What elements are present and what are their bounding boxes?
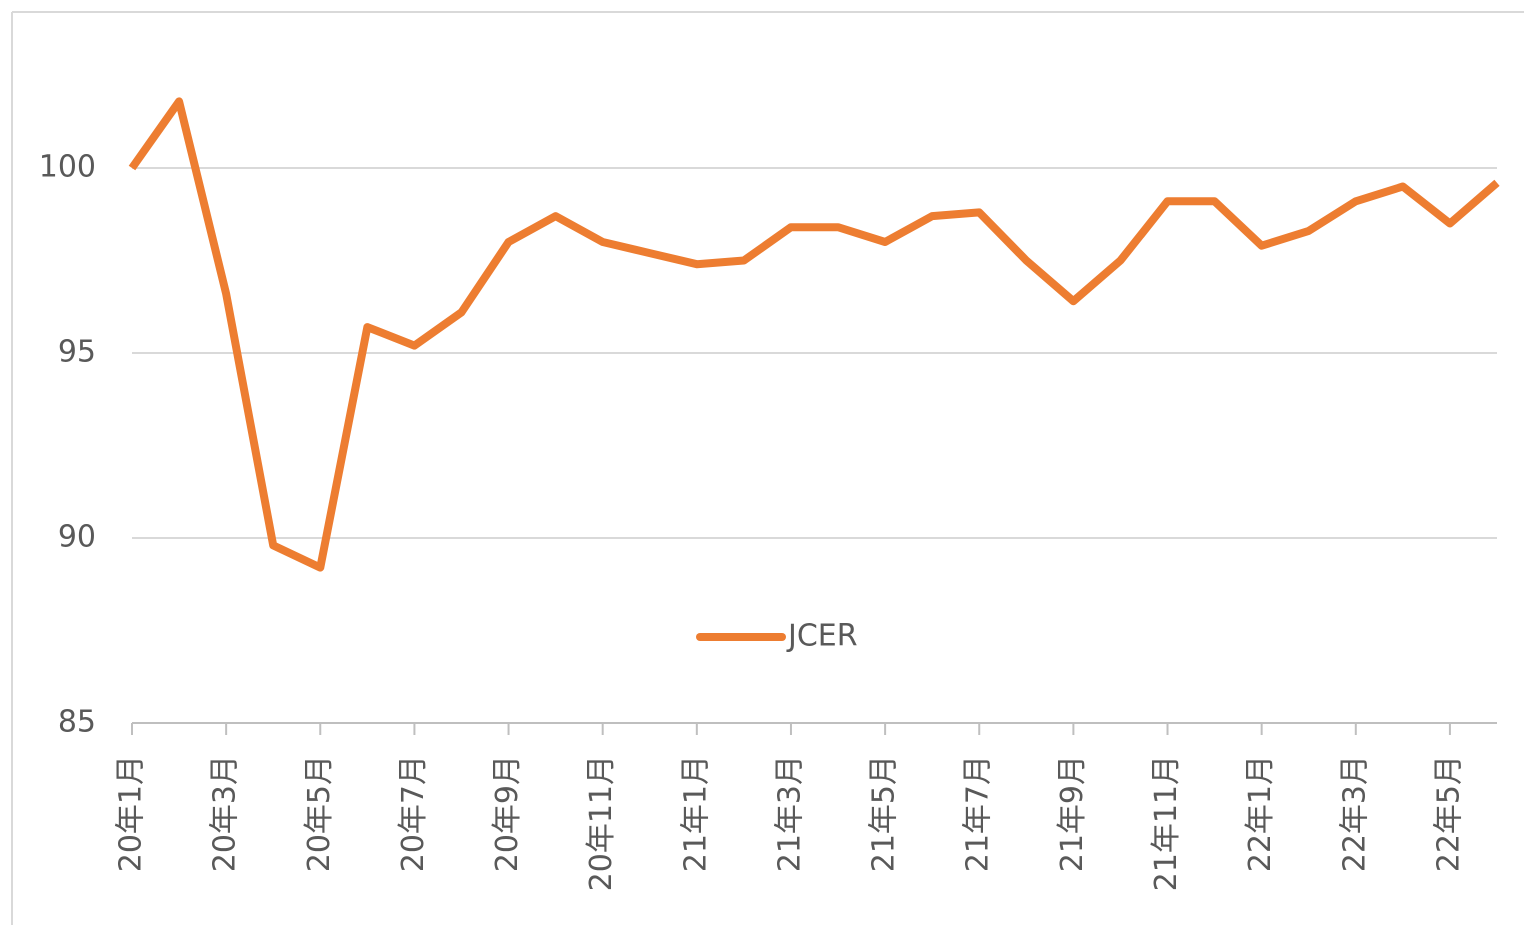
x-tick-label: 21年3月 <box>772 755 807 872</box>
x-tick-label: 21年5月 <box>867 755 902 872</box>
x-tick-label: 21年7月 <box>961 755 996 872</box>
x-tick-label: 20年1月 <box>114 755 149 872</box>
y-tick-label: 95 <box>58 335 96 370</box>
x-tick-label: 20年11月 <box>584 755 619 891</box>
x-tick-label: 22年1月 <box>1243 755 1278 872</box>
x-tick-label: 22年5月 <box>1431 755 1466 872</box>
x-tick-label: 20年3月 <box>208 755 243 872</box>
x-tick-label: 22年3月 <box>1337 755 1372 872</box>
x-tick-label: 20年5月 <box>302 755 337 872</box>
line-series <box>128 97 1500 572</box>
x-tick-label: 20年9月 <box>490 755 525 872</box>
y-tick-label: 90 <box>58 520 96 555</box>
y-tick-label: 85 <box>58 705 96 740</box>
x-tick-label: 21年11月 <box>1149 755 1184 891</box>
legend-label: JCER <box>786 619 858 654</box>
x-tick-label: 21年1月 <box>678 755 713 872</box>
y-tick-label: 100 <box>39 150 96 185</box>
x-tick-label: 20年7月 <box>396 755 431 872</box>
x-tick-label: 21年9月 <box>1055 755 1090 872</box>
